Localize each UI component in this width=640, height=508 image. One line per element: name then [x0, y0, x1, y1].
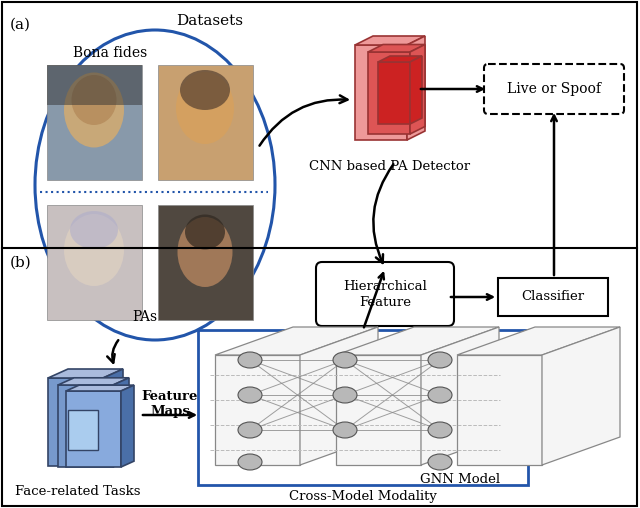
Text: Maps: Maps — [150, 405, 190, 418]
Polygon shape — [300, 327, 378, 465]
Polygon shape — [368, 45, 425, 52]
FancyBboxPatch shape — [158, 65, 253, 180]
Text: Feature: Feature — [142, 390, 198, 403]
FancyBboxPatch shape — [66, 391, 121, 467]
Polygon shape — [378, 56, 422, 62]
FancyArrowPatch shape — [108, 340, 118, 363]
Ellipse shape — [333, 352, 357, 368]
FancyBboxPatch shape — [378, 62, 410, 124]
Ellipse shape — [64, 214, 124, 286]
FancyBboxPatch shape — [68, 410, 98, 450]
Ellipse shape — [177, 217, 232, 287]
Polygon shape — [542, 327, 620, 465]
Text: Cross-Model Modality: Cross-Model Modality — [289, 490, 437, 503]
Polygon shape — [121, 385, 134, 467]
Polygon shape — [336, 327, 499, 355]
FancyBboxPatch shape — [316, 262, 454, 326]
Ellipse shape — [64, 73, 124, 147]
Text: Face-related Tasks: Face-related Tasks — [15, 485, 141, 498]
Ellipse shape — [428, 422, 452, 438]
FancyBboxPatch shape — [47, 65, 142, 180]
Ellipse shape — [238, 422, 262, 438]
FancyBboxPatch shape — [484, 64, 624, 114]
Polygon shape — [410, 45, 425, 134]
Text: Feature: Feature — [359, 297, 411, 309]
Ellipse shape — [70, 211, 118, 249]
Polygon shape — [421, 327, 499, 465]
Text: Hierarchical: Hierarchical — [343, 279, 427, 293]
Polygon shape — [113, 378, 129, 467]
FancyBboxPatch shape — [198, 330, 528, 485]
Polygon shape — [58, 378, 129, 385]
FancyBboxPatch shape — [498, 278, 608, 316]
Text: (b): (b) — [10, 256, 32, 270]
Text: PAs: PAs — [132, 310, 157, 324]
FancyBboxPatch shape — [48, 378, 103, 466]
Polygon shape — [407, 36, 425, 140]
Text: CNN based PA Detector: CNN based PA Detector — [309, 160, 470, 173]
Ellipse shape — [176, 72, 234, 144]
Polygon shape — [336, 355, 421, 465]
Ellipse shape — [238, 387, 262, 403]
Ellipse shape — [185, 214, 225, 249]
FancyArrowPatch shape — [259, 96, 348, 146]
Ellipse shape — [333, 387, 357, 403]
FancyBboxPatch shape — [58, 385, 113, 467]
Ellipse shape — [428, 387, 452, 403]
FancyBboxPatch shape — [47, 65, 142, 105]
Ellipse shape — [333, 422, 357, 438]
Polygon shape — [457, 327, 620, 355]
Polygon shape — [66, 385, 134, 391]
FancyArrowPatch shape — [373, 164, 394, 263]
Text: GNN Model: GNN Model — [420, 473, 500, 486]
Polygon shape — [215, 327, 378, 355]
Ellipse shape — [72, 75, 116, 125]
Ellipse shape — [428, 454, 452, 470]
Text: Bona fides: Bona fides — [73, 46, 147, 60]
FancyBboxPatch shape — [368, 52, 410, 134]
Polygon shape — [410, 56, 422, 124]
Text: Datasets: Datasets — [177, 14, 243, 28]
Polygon shape — [215, 355, 300, 465]
Polygon shape — [457, 355, 542, 465]
Text: Classifier: Classifier — [522, 291, 584, 303]
Text: (a): (a) — [10, 18, 31, 32]
FancyBboxPatch shape — [355, 45, 407, 140]
Ellipse shape — [238, 454, 262, 470]
Ellipse shape — [428, 352, 452, 368]
Ellipse shape — [238, 352, 262, 368]
Ellipse shape — [180, 70, 230, 110]
FancyBboxPatch shape — [47, 205, 142, 320]
Polygon shape — [103, 369, 123, 466]
Text: Live or Spoof: Live or Spoof — [507, 82, 601, 96]
Polygon shape — [355, 36, 425, 45]
Polygon shape — [48, 369, 123, 378]
FancyBboxPatch shape — [158, 205, 253, 320]
